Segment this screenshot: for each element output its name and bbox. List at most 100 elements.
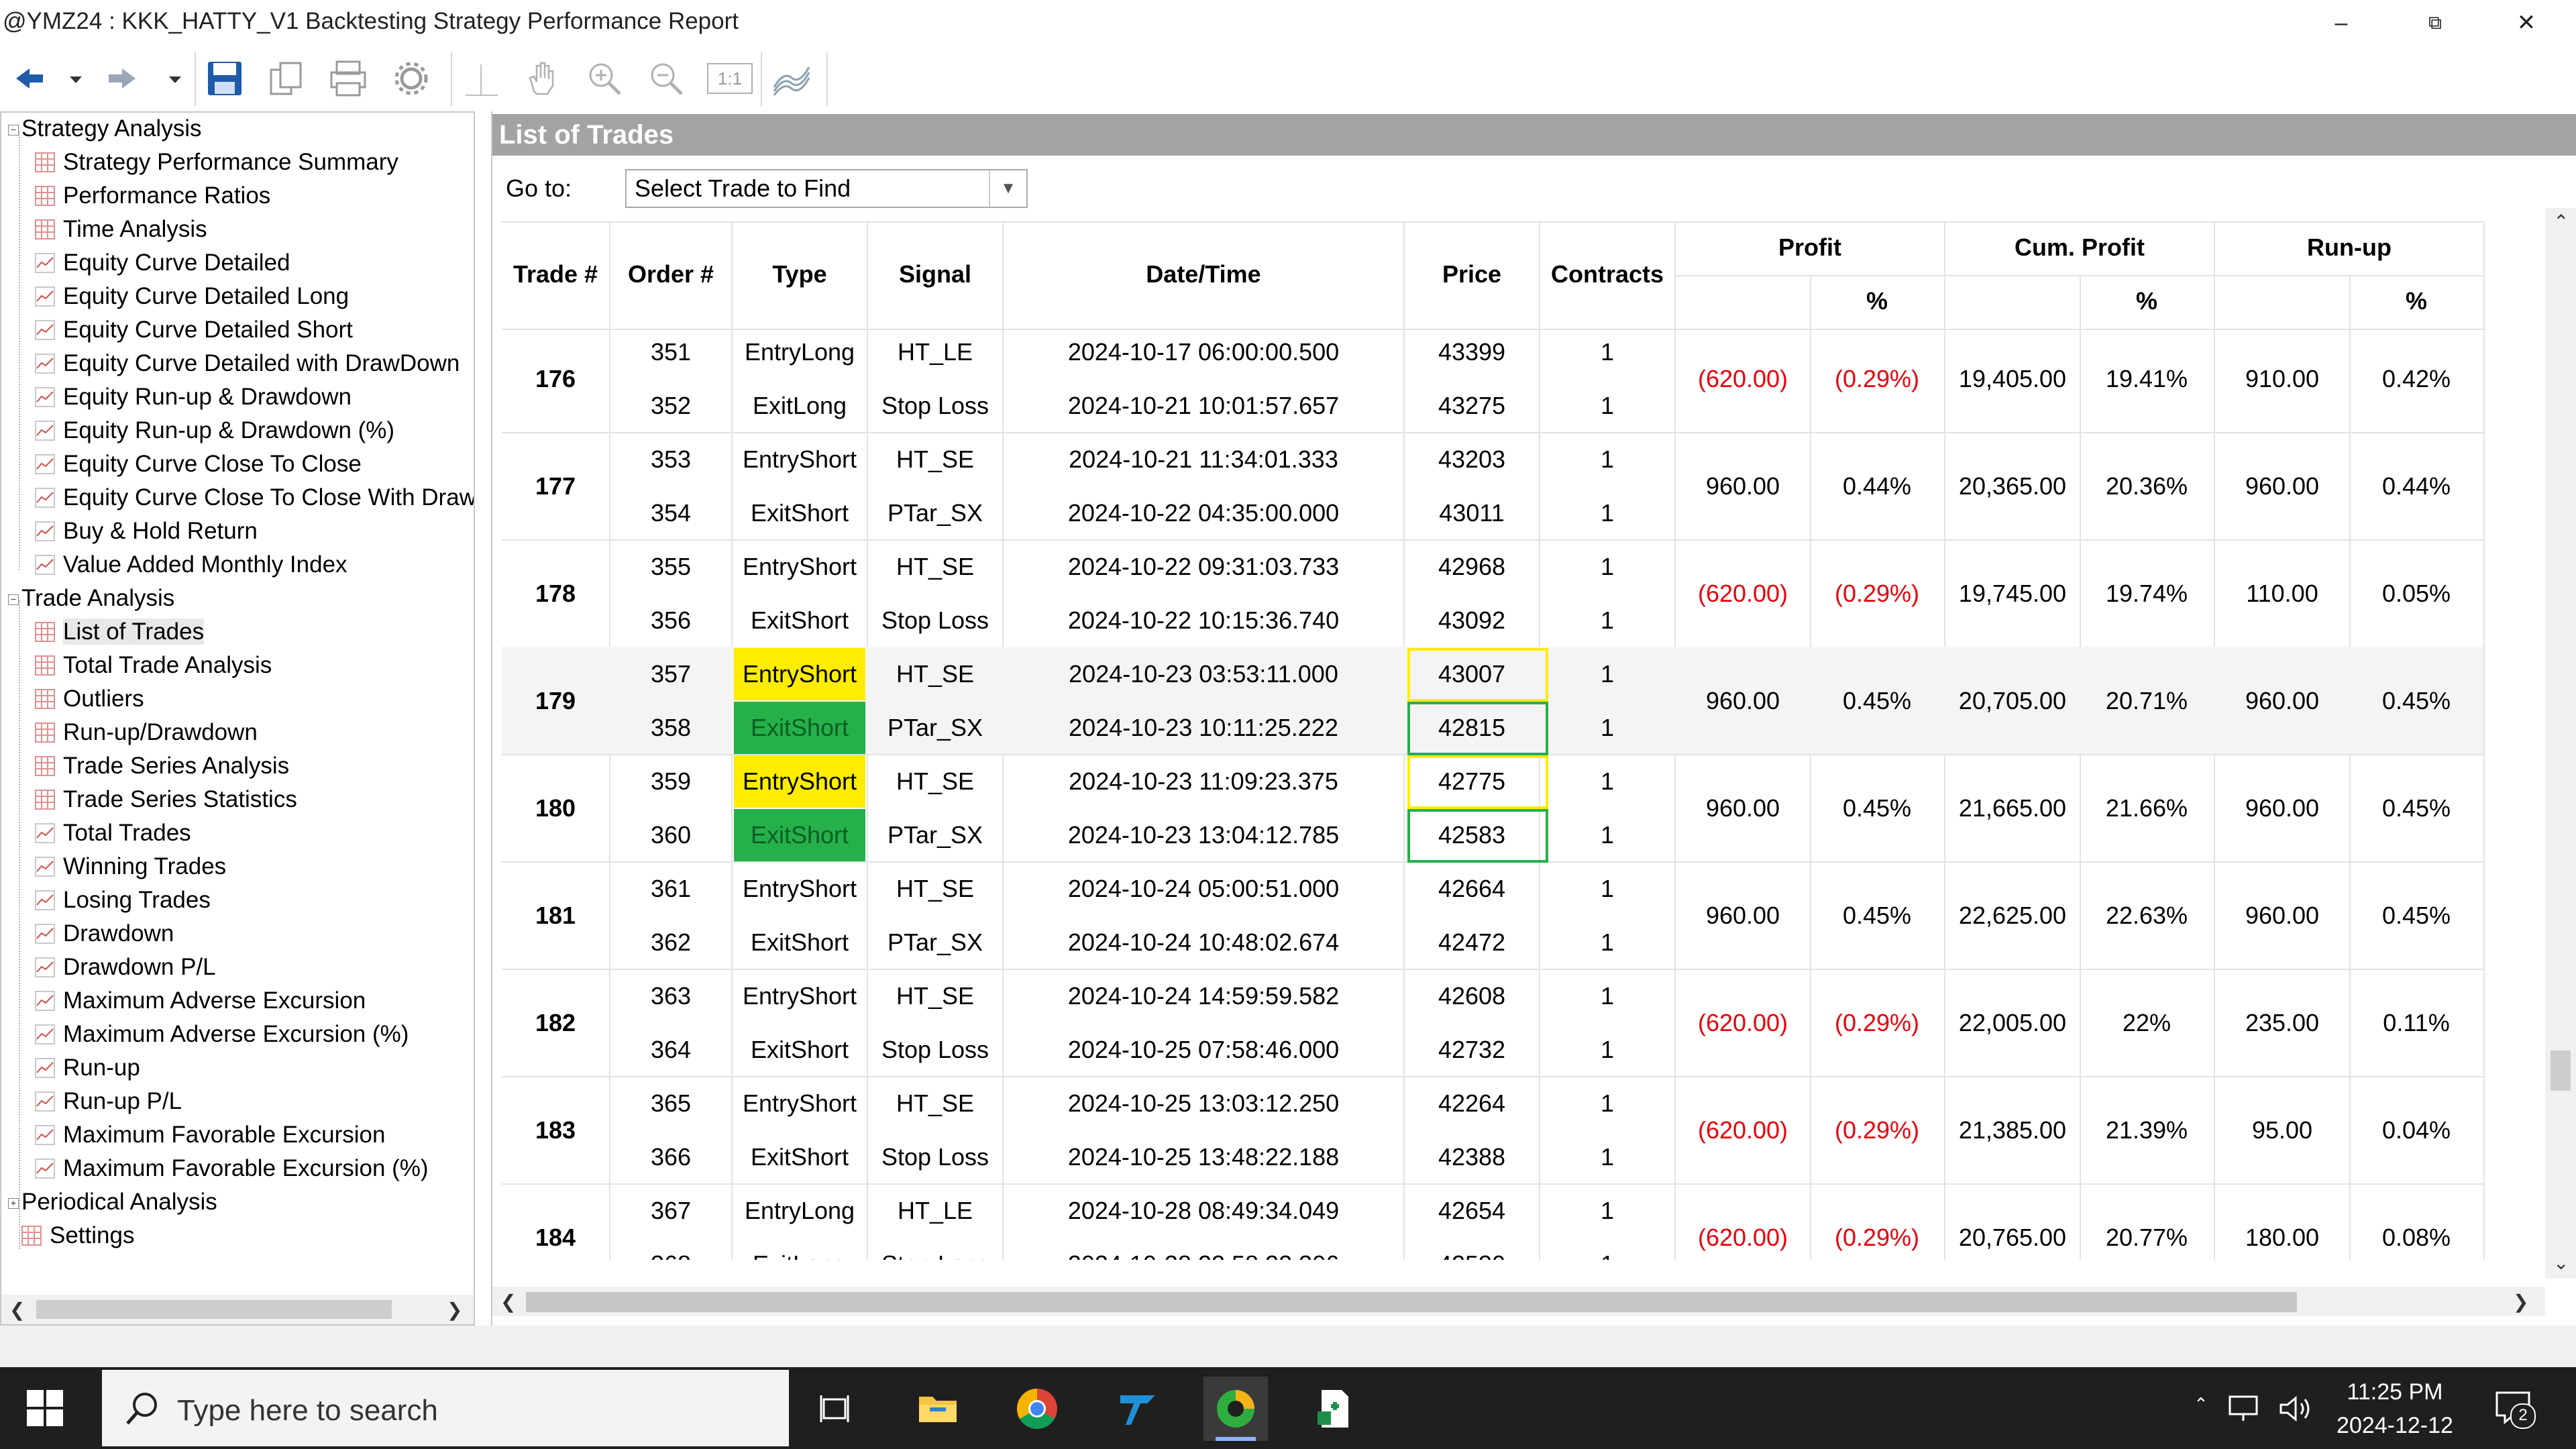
tree-item-equity-curve-detailed-long[interactable]: Equity Curve Detailed Long xyxy=(35,283,349,310)
save-icon[interactable] xyxy=(204,58,246,99)
volume-icon[interactable] xyxy=(2278,1394,2314,1424)
scroll-up-icon[interactable]: ⌃ xyxy=(2553,211,2569,232)
trade-number-cell[interactable]: 176 xyxy=(535,365,576,392)
tree-item-trade-series-analysis[interactable]: Trade Series Analysis xyxy=(35,753,289,780)
dropdown-icon[interactable] xyxy=(165,58,185,99)
chrome-icon[interactable] xyxy=(1005,1377,1069,1441)
tree-item-drawdown[interactable]: Drawdown xyxy=(35,920,174,947)
tree-item-equity-curve-detailed-with-drawdown[interactable]: Equity Curve Detailed with DrawDown xyxy=(35,350,460,377)
excel-icon[interactable] xyxy=(1301,1377,1366,1441)
notification-icon[interactable] xyxy=(2493,1387,2533,1428)
col-order[interactable]: Order # xyxy=(627,260,714,288)
col-runup-pct[interactable]: % xyxy=(2405,287,2427,315)
print-icon[interactable] xyxy=(327,58,369,99)
taskbar-search-box[interactable]: Type here to search xyxy=(102,1370,789,1446)
col-price[interactable]: Price xyxy=(1442,260,1502,288)
tree-group-strategy-analysis[interactable]: − Strategy Analysis xyxy=(8,115,201,142)
tree-item-trade-series-statistics[interactable]: Trade Series Statistics xyxy=(35,786,297,813)
tree-item-equity-curve-detailed[interactable]: Equity Curve Detailed xyxy=(35,250,290,276)
tree-scroll-thumb[interactable] xyxy=(36,1300,392,1319)
settings-icon[interactable] xyxy=(390,58,432,99)
forward-icon[interactable] xyxy=(101,58,142,99)
tree-item-equity-run-up-drawdown[interactable]: Equity Run-up & Drawdown (%) xyxy=(35,417,394,444)
collapse-icon[interactable]: − xyxy=(8,594,19,605)
tree-group-trade-analysis[interactable]: − Trade Analysis xyxy=(8,585,174,612)
col-signal[interactable]: Signal xyxy=(898,260,972,288)
expand-icon[interactable]: + xyxy=(8,1197,19,1209)
close-button[interactable]: ✕ xyxy=(2516,10,2536,36)
chevron-down-icon[interactable]: ▼ xyxy=(989,170,1026,207)
scroll-left-icon[interactable]: ❮ xyxy=(9,1299,25,1320)
tree-item-equity-curve-close-to-close-with-draw[interactable]: Equity Curve Close To Close With Draw xyxy=(35,484,474,511)
table-hscroll-thumb[interactable] xyxy=(526,1292,2297,1312)
table-vertical-scrollbar[interactable]: ⌃ ⌄ xyxy=(2545,208,2576,1279)
col-runup[interactable]: Run-up xyxy=(2307,233,2392,261)
scroll-right-icon[interactable]: ❯ xyxy=(447,1299,463,1320)
tree-item-list-of-trades[interactable]: List of Trades xyxy=(35,619,205,645)
tree-item-buy-hold-return[interactable]: Buy & Hold Return xyxy=(35,518,258,545)
tree-item-drawdown-p-l[interactable]: Drawdown P/L xyxy=(35,954,216,981)
trade-number-cell[interactable]: 181 xyxy=(535,902,576,929)
collapse-icon[interactable]: − xyxy=(8,124,19,136)
task-view-icon[interactable] xyxy=(805,1377,869,1441)
back-icon[interactable] xyxy=(9,58,51,99)
col-trade[interactable]: Trade # xyxy=(513,260,598,288)
network-icon[interactable] xyxy=(2227,1394,2262,1424)
tree-item-settings[interactable]: Settings xyxy=(21,1222,134,1249)
tree-item-time-analysis[interactable]: Time Analysis xyxy=(35,216,207,243)
pan-icon[interactable] xyxy=(521,58,562,99)
tree-horizontal-scrollbar[interactable]: ❮ ❯ xyxy=(1,1295,474,1324)
col-cum-profit-pct[interactable]: % xyxy=(2135,287,2157,315)
windows-start-icon[interactable] xyxy=(27,1390,63,1426)
trade-number-cell[interactable]: 184 xyxy=(535,1224,576,1251)
tree-item-outliers[interactable]: Outliers xyxy=(35,686,144,712)
tree-item-equity-run-up-drawdown[interactable]: Equity Run-up & Drawdown xyxy=(35,384,352,411)
chart-style-icon[interactable] xyxy=(770,58,812,99)
tree-item-winning-trades[interactable]: Winning Trades xyxy=(35,853,226,880)
tree-item-maximum-adverse-excursion[interactable]: Maximum Adverse Excursion (%) xyxy=(35,1021,409,1048)
file-explorer-icon[interactable] xyxy=(906,1377,970,1441)
tree-item-run-up-p-l[interactable]: Run-up P/L xyxy=(35,1088,182,1115)
tree-item-maximum-adverse-excursion[interactable]: Maximum Adverse Excursion xyxy=(35,987,366,1014)
tree-item-equity-curve-detailed-short[interactable]: Equity Curve Detailed Short xyxy=(35,317,353,343)
tree-item-total-trade-analysis[interactable]: Total Trade Analysis xyxy=(35,652,272,679)
tree-group-periodical-analysis[interactable]: + Periodical Analysis xyxy=(8,1189,217,1216)
dropdown-icon[interactable] xyxy=(66,58,86,99)
copy-icon[interactable] xyxy=(266,58,307,99)
trade-number-cell[interactable]: 178 xyxy=(535,580,576,607)
zoom-out-icon[interactable] xyxy=(645,58,687,99)
col-profit-pct[interactable]: % xyxy=(1866,287,1888,315)
col-type[interactable]: Type xyxy=(772,260,827,288)
minimize-button[interactable]: – xyxy=(2334,10,2348,36)
clock-date[interactable]: 2024-12-12 xyxy=(2337,1413,2453,1438)
crosshair-icon[interactable] xyxy=(460,58,502,99)
tree-item-losing-trades[interactable]: Losing Trades xyxy=(35,887,211,914)
tree-item-total-trades[interactable]: Total Trades xyxy=(35,820,191,847)
tree-item-value-added-monthly-index[interactable]: Value Added Monthly Index xyxy=(35,551,347,578)
trade-number-cell[interactable]: 179 xyxy=(535,687,576,714)
chevron-up-icon[interactable]: ⌃ xyxy=(2194,1394,2208,1414)
scroll-left-icon[interactable]: ❮ xyxy=(500,1291,517,1312)
tree-item-equity-curve-close-to-close[interactable]: Equity Curve Close To Close xyxy=(35,451,362,478)
restore-button[interactable]: ⧉ xyxy=(2428,12,2442,33)
multicharts-taskbar-button[interactable] xyxy=(1203,1377,1268,1441)
clock-time[interactable]: 11:25 PM xyxy=(2347,1379,2443,1405)
trade-number-cell[interactable]: 177 xyxy=(535,472,576,500)
zoom-in-icon[interactable] xyxy=(584,58,625,99)
zoom-1-1-icon[interactable]: 1:1 xyxy=(707,63,753,94)
trade-find-select[interactable]: Select Trade to Find ▼ xyxy=(625,169,1028,208)
tree-item-performance-ratios[interactable]: Performance Ratios xyxy=(35,182,270,209)
tree-item-run-up-drawdown[interactable]: Run-up/Drawdown xyxy=(35,719,258,746)
table-horizontal-scrollbar[interactable]: ❮ ❯ xyxy=(492,1287,2545,1316)
tree-item-maximum-favorable-excursion[interactable]: Maximum Favorable Excursion (%) xyxy=(35,1155,429,1182)
col-datetime[interactable]: Date/Time xyxy=(1146,260,1261,288)
scroll-right-icon[interactable]: ❯ xyxy=(2513,1291,2529,1312)
tree-item-run-up[interactable]: Run-up xyxy=(35,1055,140,1081)
tree-item-maximum-favorable-excursion[interactable]: Maximum Favorable Excursion xyxy=(35,1122,385,1148)
trade-number-cell[interactable]: 180 xyxy=(535,794,576,822)
scroll-down-icon[interactable]: ⌄ xyxy=(2553,1252,2569,1273)
table-vscroll-thumb[interactable] xyxy=(2551,1051,2571,1091)
trade-number-cell[interactable]: 182 xyxy=(535,1009,576,1036)
tradestation-icon[interactable] xyxy=(1106,1377,1170,1441)
tree-item-strategy-performance-summary[interactable]: Strategy Performance Summary xyxy=(35,149,398,176)
